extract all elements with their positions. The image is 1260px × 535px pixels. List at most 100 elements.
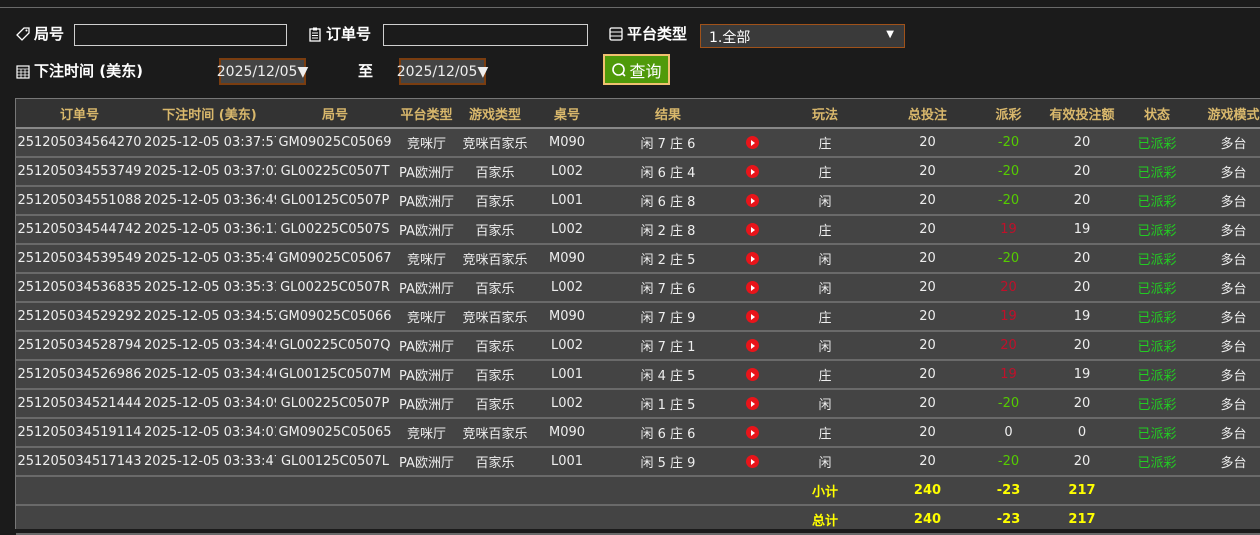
game-type: 竞咪百家乐 xyxy=(459,128,531,158)
total-bet: 20 xyxy=(879,128,976,158)
play-icon[interactable] xyxy=(745,339,759,352)
result: 闲 6 庄 8 xyxy=(603,186,733,216)
game-mode: 多台 xyxy=(1191,215,1260,245)
bet-option: 闲 xyxy=(771,244,879,274)
game-mode: 多台 xyxy=(1191,389,1260,419)
platform: 竞咪厅 xyxy=(394,302,459,332)
valid-bet: 217 xyxy=(1041,476,1123,506)
round-id: GL00225C0507Q xyxy=(276,331,394,361)
blank xyxy=(16,505,771,535)
column-header: 平台类型 xyxy=(394,99,459,129)
play-icon[interactable] xyxy=(745,165,759,178)
table-id: L002 xyxy=(531,157,603,187)
status: 已派彩 xyxy=(1123,215,1191,245)
bet-option: 庄 xyxy=(771,215,879,245)
round-id: GL00125C0507M xyxy=(276,360,394,390)
platform: PA欧洲厅 xyxy=(394,157,459,187)
result: 闲 5 庄 9 xyxy=(603,447,733,477)
valid-bet: 20 xyxy=(1041,128,1123,158)
valid-bet: 19 xyxy=(1041,360,1123,390)
replay-cell xyxy=(733,128,771,158)
play-icon[interactable] xyxy=(745,455,759,468)
total-bet: 20 xyxy=(879,331,976,361)
top-divider xyxy=(0,7,1260,8)
game-type: 竞咪百家乐 xyxy=(459,302,531,332)
play-icon[interactable] xyxy=(745,252,759,265)
payout: -23 xyxy=(976,476,1041,506)
query-button[interactable]: 查询 xyxy=(603,54,670,85)
status: 已派彩 xyxy=(1123,186,1191,216)
platform: PA欧洲厅 xyxy=(394,215,459,245)
bet-option: 闲 xyxy=(771,389,879,419)
platform-select[interactable]: 1.全部 ▼ xyxy=(700,24,905,48)
round-input[interactable] xyxy=(74,24,287,46)
date-from-picker[interactable]: 2025/12/05▼ xyxy=(217,58,308,85)
game-mode: 多台 xyxy=(1191,128,1260,158)
status: 已派彩 xyxy=(1123,157,1191,187)
time-label: 下注时间 (美东) xyxy=(15,60,143,81)
table-id: M090 xyxy=(531,302,603,332)
payout: 19 xyxy=(976,360,1041,390)
replay-cell xyxy=(733,418,771,448)
result: 闲 4 庄 5 xyxy=(603,360,733,390)
round-id: GL00125C0507P xyxy=(276,186,394,216)
table-row: 251205034517143 2025-12-05 03:33:47 GL0012… xyxy=(16,447,1260,477)
round-id: GL00225C0507R xyxy=(276,273,394,303)
order-id: 251205034544742 xyxy=(16,215,143,245)
order-input[interactable] xyxy=(383,24,588,46)
platform: PA欧洲厅 xyxy=(394,273,459,303)
column-header: 玩法 xyxy=(771,99,879,129)
valid-bet: 20 xyxy=(1041,157,1123,187)
play-icon[interactable] xyxy=(745,223,759,236)
bet-time: 2025-12-05 03:34:40 xyxy=(143,360,276,390)
calendar-icon xyxy=(16,64,30,79)
payout: -20 xyxy=(976,447,1041,477)
result: 闲 6 庄 4 xyxy=(603,157,733,187)
payout: -23 xyxy=(976,505,1041,535)
round-label: 局号 xyxy=(15,23,64,44)
column-header: 下注时间 (美东) xyxy=(143,99,276,129)
bet-time: 2025-12-05 03:34:09 xyxy=(143,389,276,419)
search-icon xyxy=(612,62,627,77)
payout: -20 xyxy=(976,128,1041,158)
status: 已派彩 xyxy=(1123,360,1191,390)
game-mode: 多台 xyxy=(1191,186,1260,216)
time-label-text: 下注时间 (美东) xyxy=(34,62,143,80)
platform-label: 平台类型 xyxy=(608,23,687,44)
play-icon[interactable] xyxy=(745,426,759,439)
play-icon[interactable] xyxy=(745,368,759,381)
total-row: 总计 240 -23 217 xyxy=(16,505,1260,535)
blank xyxy=(1123,505,1260,535)
tag-icon xyxy=(16,26,30,41)
play-icon[interactable] xyxy=(745,194,759,207)
blank xyxy=(16,476,771,506)
order-id: 251205034553749 xyxy=(16,157,143,187)
replay-cell xyxy=(733,157,771,187)
table-header: 订单号 下注时间 (美东) 局号 平台类型 游戏类型 桌号 结果 玩法 总投注 派彩 有效投注额 状态… xyxy=(16,99,1260,129)
game-mode: 多台 xyxy=(1191,331,1260,361)
table-id: M090 xyxy=(531,244,603,274)
play-icon[interactable] xyxy=(745,136,759,149)
status: 已派彩 xyxy=(1123,447,1191,477)
table-row: 251205034544742 2025-12-05 03:36:13 GL0022… xyxy=(16,215,1260,245)
bet-option: 庄 xyxy=(771,360,879,390)
play-icon[interactable] xyxy=(745,281,759,294)
column-header: 结果 xyxy=(603,99,733,129)
total-bet: 20 xyxy=(879,186,976,216)
play-icon[interactable] xyxy=(745,310,759,323)
order-id: 251205034526986 xyxy=(16,360,143,390)
table-row: 251205034564270 2025-12-05 03:37:57 GM0902… xyxy=(16,128,1260,158)
play-icon[interactable] xyxy=(745,397,759,410)
round-label-text: 局号 xyxy=(34,25,65,43)
status: 已派彩 xyxy=(1123,389,1191,419)
payout: 19 xyxy=(976,215,1041,245)
replay-cell xyxy=(733,302,771,332)
round-id: GL00225C0507T xyxy=(276,157,394,187)
game-mode: 多台 xyxy=(1191,418,1260,448)
bet-time: 2025-12-05 03:34:52 xyxy=(143,302,276,332)
game-type: 竞咪百家乐 xyxy=(459,418,531,448)
game-mode: 多台 xyxy=(1191,157,1260,187)
column-header: 派彩 xyxy=(976,99,1041,129)
date-to-picker[interactable]: 2025/12/05▼ xyxy=(397,58,488,85)
bet-time: 2025-12-05 03:34:49 xyxy=(143,331,276,361)
